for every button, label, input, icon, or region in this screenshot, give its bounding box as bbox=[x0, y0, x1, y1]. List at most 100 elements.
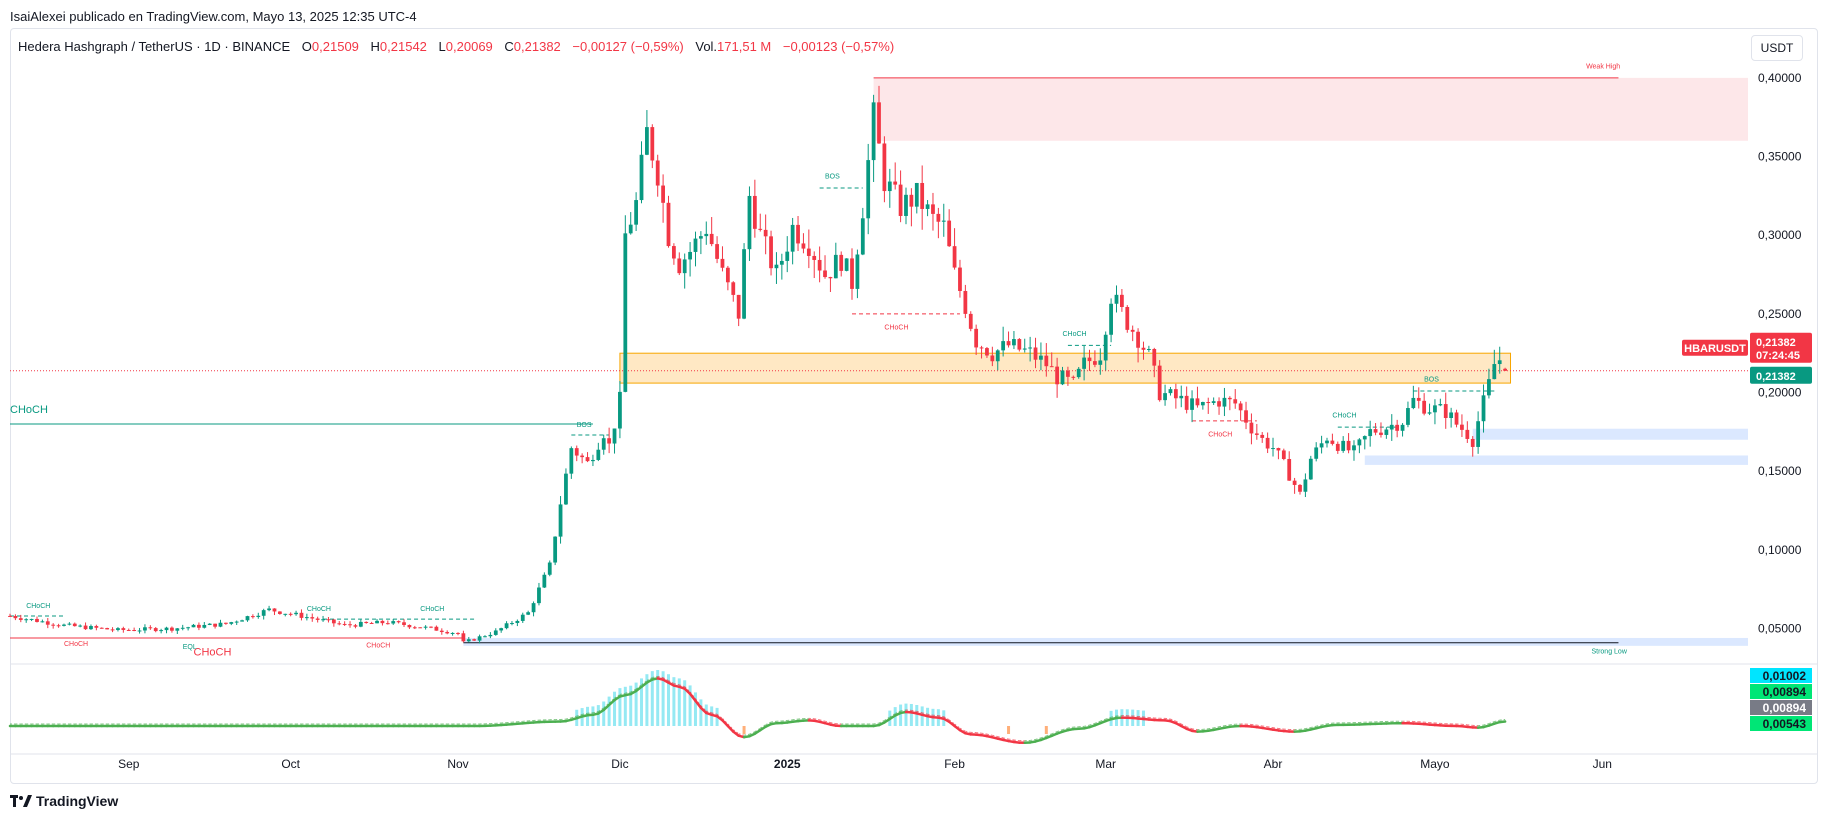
candle-body bbox=[887, 181, 892, 192]
osc-signal-segment bbox=[646, 677, 653, 682]
volume-label: Vol. bbox=[695, 39, 718, 54]
price-tag-value: 0,21382 bbox=[1756, 337, 1796, 349]
osc-signal-segment bbox=[1164, 717, 1171, 720]
candle-body bbox=[99, 627, 104, 629]
candle-body bbox=[132, 630, 137, 632]
candle-body bbox=[1335, 443, 1340, 451]
osc-signal-segment bbox=[716, 713, 723, 719]
candle-body bbox=[1454, 412, 1459, 425]
candle-body bbox=[218, 622, 223, 627]
candle-body bbox=[256, 615, 261, 617]
choch-label-sep-red: CHoCH bbox=[64, 641, 88, 648]
candle-body bbox=[531, 603, 536, 613]
osc-signal-segment bbox=[997, 736, 1004, 739]
osc-signal-segment bbox=[765, 721, 772, 726]
osc-signal-segment bbox=[1067, 726, 1074, 729]
candle-body bbox=[542, 574, 547, 588]
osc-signal-segment bbox=[830, 722, 836, 725]
candle-body bbox=[385, 623, 390, 625]
osc-hist-bar bbox=[623, 686, 627, 726]
osc-hist-bar bbox=[634, 682, 638, 726]
osc-hist-bar bbox=[672, 677, 676, 726]
oscillator-pane: 0,01002 0,00894 0,00894 0,00543 bbox=[8, 668, 1812, 745]
candle-body bbox=[715, 244, 719, 259]
osc-signal-segment bbox=[1138, 715, 1144, 718]
osc-signal-segment bbox=[673, 683, 680, 686]
candle-body bbox=[1298, 484, 1302, 492]
osc-signal-segment bbox=[770, 720, 777, 723]
candle-body bbox=[860, 218, 865, 255]
osc-signal-segment bbox=[1003, 737, 1009, 740]
osc-signal-segment bbox=[894, 710, 901, 714]
osc-hist-bar bbox=[613, 691, 617, 726]
osc-signal-segment bbox=[1056, 729, 1063, 733]
candle-body bbox=[261, 610, 266, 616]
candle-body bbox=[153, 628, 158, 632]
candle-body bbox=[1206, 402, 1211, 404]
open-value: 0,21509 bbox=[311, 39, 359, 54]
tradingview-logo[interactable]: TradingView bbox=[10, 793, 118, 810]
candle-body bbox=[1503, 368, 1508, 371]
currency-selector[interactable]: USDT bbox=[1751, 35, 1803, 61]
candle-body bbox=[1346, 440, 1351, 451]
osc-hist-bar bbox=[666, 674, 670, 726]
candle-body bbox=[1481, 395, 1486, 422]
candle-body bbox=[898, 184, 903, 216]
osc-signal-segment bbox=[1467, 724, 1473, 726]
candle-body bbox=[736, 294, 741, 319]
osc-signal-segment bbox=[992, 734, 998, 738]
candle-body bbox=[1109, 303, 1113, 335]
choch-big-bottom: CHoCH bbox=[194, 646, 232, 658]
y-tick-label: 0,40000 bbox=[1758, 71, 1802, 85]
candle-body bbox=[947, 220, 952, 247]
candle-body bbox=[1449, 412, 1454, 419]
x-tick-label: Jun bbox=[1593, 757, 1612, 771]
candle-body bbox=[537, 587, 541, 604]
candle-body bbox=[1060, 370, 1065, 385]
osc-hist-bar bbox=[645, 674, 649, 726]
tradingview-brand: TradingView bbox=[36, 793, 119, 809]
candle-body bbox=[747, 195, 752, 250]
candle-body bbox=[396, 621, 401, 623]
candle-body bbox=[13, 615, 18, 619]
osc-line-segment bbox=[694, 699, 703, 710]
candle-body bbox=[850, 258, 854, 289]
candle-body bbox=[240, 620, 244, 622]
candle-body bbox=[790, 224, 795, 252]
osc-signal-segment bbox=[635, 684, 642, 690]
osc-signal-segment bbox=[652, 675, 658, 679]
osc-signal-segment bbox=[884, 716, 891, 721]
candle-body bbox=[585, 457, 590, 462]
osc-hist-bar bbox=[602, 701, 606, 726]
osc-signal-segment bbox=[668, 680, 675, 685]
candle-body bbox=[418, 627, 423, 629]
candle-body bbox=[596, 449, 601, 460]
candle-body bbox=[1217, 401, 1221, 407]
osc-hist-bar bbox=[699, 699, 703, 726]
osc-signal-segment bbox=[965, 730, 971, 733]
candle-body bbox=[294, 612, 298, 615]
candle-body bbox=[1281, 450, 1286, 460]
osc-signal-segment bbox=[641, 680, 648, 686]
high-value: 0,21542 bbox=[379, 39, 427, 54]
osc-signal-segment bbox=[738, 733, 745, 736]
candle-body bbox=[304, 617, 309, 619]
volume-change: −0,00123 (−0,57%) bbox=[782, 39, 895, 54]
candle-body bbox=[1082, 357, 1086, 369]
candle-body bbox=[466, 639, 471, 642]
osc-hist-bar bbox=[688, 685, 692, 726]
osc-signal-segment bbox=[732, 729, 739, 735]
osc-signal-segment bbox=[911, 709, 917, 712]
osc-signal-segment bbox=[878, 720, 885, 724]
osc-signal-segment bbox=[1094, 720, 1101, 724]
candle-body bbox=[1184, 395, 1189, 410]
candle-body bbox=[493, 630, 498, 635]
candle-body bbox=[763, 229, 768, 237]
candle-body bbox=[882, 143, 887, 192]
candle-body bbox=[806, 248, 811, 256]
candle-body bbox=[56, 625, 61, 627]
choch-big-left: CHoCH bbox=[10, 404, 48, 416]
osc-signal-segment bbox=[695, 698, 702, 707]
close-tag-bg bbox=[1750, 366, 1812, 384]
